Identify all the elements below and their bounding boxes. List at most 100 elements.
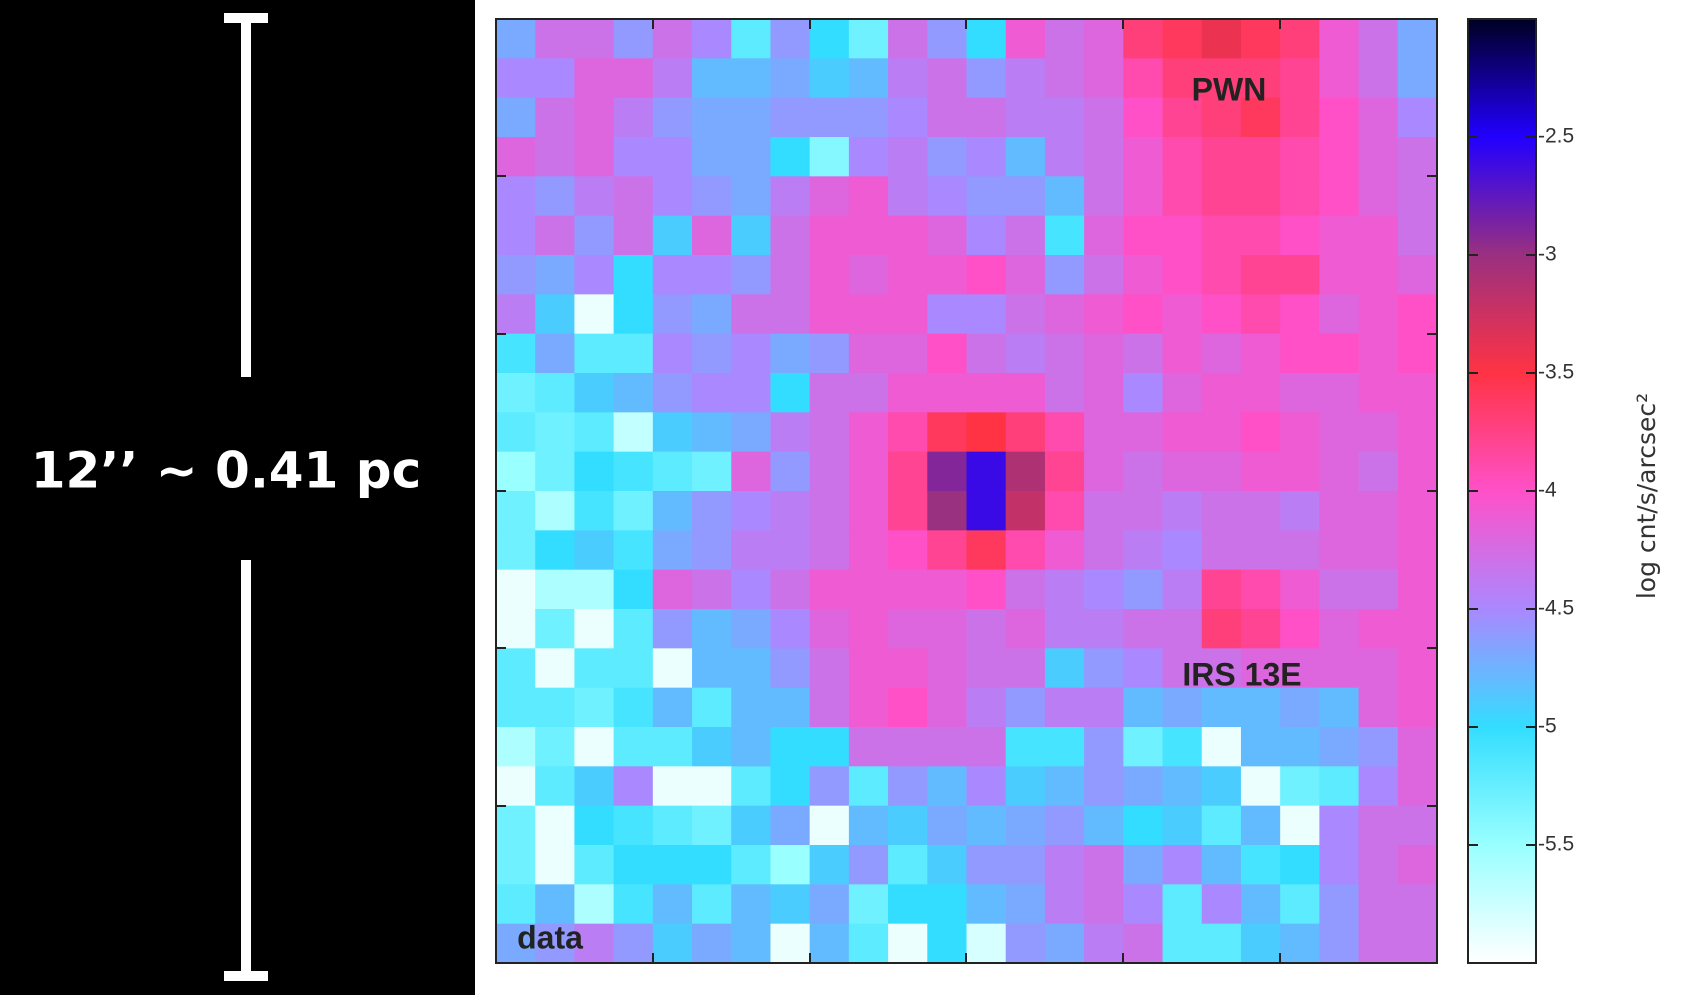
colorbar-tick-label: -2.5 [1538,125,1574,148]
heatmap-cell [1163,373,1203,413]
heatmap-cell [653,570,693,610]
heatmap-cell [1163,924,1203,964]
heatmap-cell [574,530,614,570]
heatmap-cell [810,255,850,295]
heatmap-cell [1359,137,1399,177]
colorbar-label: log cnt/s/arcsec² [1632,393,1661,599]
heatmap-cell [1280,176,1320,216]
heatmap-cell [692,845,732,885]
heatmap-cell [1123,412,1163,452]
heatmap-cell [614,845,654,885]
heatmap-cell [1398,570,1438,610]
heatmap [496,19,1438,964]
heatmap-cell [1359,884,1399,924]
heatmap-cell [1084,806,1124,846]
colorbar-tick-label: -4.5 [1538,597,1574,620]
heatmap-cell [849,176,889,216]
page: PWN IRS 13E data log cnt/s/arcsec² 12’’ … [0,0,1690,995]
heatmap-cell [574,570,614,610]
heatmap-cell [1319,609,1359,649]
heatmap-cell [1123,609,1163,649]
heatmap-cell [888,452,928,492]
heatmap-cell [574,609,614,649]
heatmap-cell [1359,727,1399,767]
heatmap-cell [1280,530,1320,570]
heatmap-cell [1006,766,1046,806]
heatmap-cell [849,688,889,728]
heatmap-cell [1319,58,1359,98]
heatmap-cell [692,334,732,374]
heatmap-cell [692,806,732,846]
heatmap-cell [810,58,850,98]
heatmap-cell [1202,727,1242,767]
heatmap-cell [849,924,889,964]
heatmap-cell [614,727,654,767]
heatmap-cell [1202,806,1242,846]
heatmap-cell [849,452,889,492]
heatmap-cell [1163,491,1203,531]
heatmap-cell [1319,412,1359,452]
heatmap-cell [1123,491,1163,531]
heatmap-cell [1319,137,1359,177]
heatmap-cell [731,373,771,413]
heatmap-cell [1123,452,1163,492]
heatmap-cell [1319,452,1359,492]
heatmap-cell [1006,609,1046,649]
heatmap-cell [614,412,654,452]
heatmap-cell [614,176,654,216]
heatmap-cell [1359,570,1399,610]
heatmap-cell [1202,294,1242,334]
heatmap-cell [888,373,928,413]
annotation: data [517,919,583,955]
heatmap-cell [731,216,771,256]
heatmap-cell [1045,570,1085,610]
heatmap-cell [1280,491,1320,531]
heatmap-cell [1359,845,1399,885]
heatmap-cell [770,255,810,295]
heatmap-cell [770,530,810,570]
heatmap-cell [1045,648,1085,688]
heatmap-cell [888,294,928,334]
heatmap-cell [1398,19,1438,59]
heatmap-cell [1280,688,1320,728]
heatmap-cell [1123,58,1163,98]
heatmap-cell [731,58,771,98]
heatmap-cell [1359,766,1399,806]
heatmap-cell [888,766,928,806]
heatmap-cell [967,688,1007,728]
heatmap-cell [574,727,614,767]
heatmap-cell [770,688,810,728]
heatmap-cell [731,19,771,59]
heatmap-cell [731,609,771,649]
heatmap-cell [653,294,693,334]
heatmap-cell [653,334,693,374]
heatmap-cell [1006,688,1046,728]
heatmap-cell [574,806,614,846]
heatmap-cell [888,727,928,767]
chart: PWN IRS 13E data log cnt/s/arcsec² 12’’ … [0,0,1690,995]
heatmap-cell [1045,845,1085,885]
heatmap-cell [1202,216,1242,256]
heatmap-cell [888,884,928,924]
heatmap-cell [1006,530,1046,570]
heatmap-cell [1202,176,1242,216]
heatmap-cell [1241,491,1281,531]
heatmap-cell [1045,294,1085,334]
heatmap-cell [1280,58,1320,98]
heatmap-cell [1398,530,1438,570]
heatmap-cell [614,806,654,846]
heatmap-cell [731,452,771,492]
heatmap-cell [770,806,810,846]
heatmap-cell [888,137,928,177]
heatmap-cell [692,727,732,767]
heatmap-cell [1123,766,1163,806]
heatmap-cell [692,255,732,295]
heatmap-cell [1359,255,1399,295]
heatmap-cell [1123,570,1163,610]
heatmap-cell [927,688,967,728]
heatmap-cell [574,373,614,413]
heatmap-cell [1398,884,1438,924]
heatmap-cell [1084,766,1124,806]
heatmap-cell [1359,412,1399,452]
heatmap-cell [1241,176,1281,216]
